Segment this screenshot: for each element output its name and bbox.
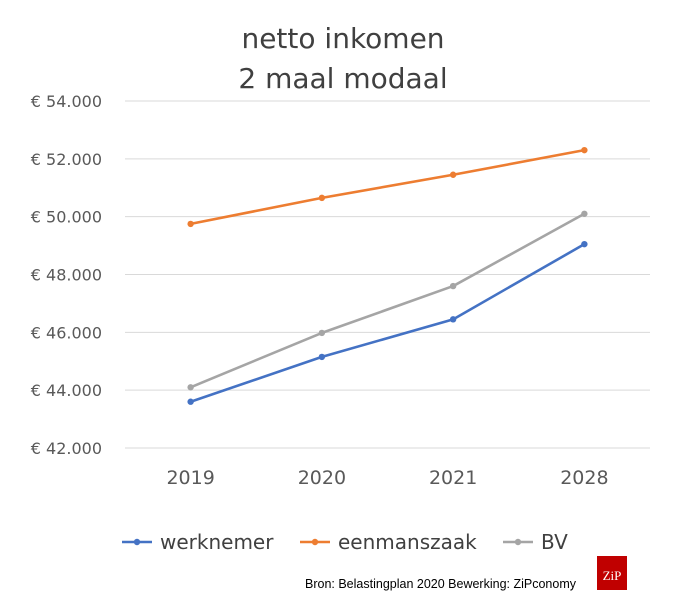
series-lines xyxy=(187,146,588,405)
data-point xyxy=(581,240,588,248)
data-point xyxy=(187,220,194,228)
x-axis-ticks: 2019 2020 2021 2028 xyxy=(166,467,608,489)
data-point xyxy=(449,171,457,178)
legend-item-werknemer: werknemer xyxy=(122,530,274,554)
x-tick-label: 2028 xyxy=(560,467,608,489)
legend-label: BV xyxy=(541,530,568,554)
legend: werknemer eenmanszaak BV xyxy=(122,530,568,554)
y-tick-label: € 54.000 xyxy=(31,92,102,111)
zip-logo: ZiP xyxy=(597,556,627,590)
x-tick-label: 2020 xyxy=(298,467,346,489)
logo-box xyxy=(597,556,627,590)
y-tick-label: € 42.000 xyxy=(31,439,102,458)
series-eenmanszaak xyxy=(187,146,588,228)
y-tick-label: € 50.000 xyxy=(31,208,102,227)
legend-item-bv: BV xyxy=(503,530,568,554)
chart-title-line-2: 2 maal modaal xyxy=(238,62,447,95)
y-tick-label: € 46.000 xyxy=(31,323,102,342)
chart-title: netto inkomen 2 maal modaal xyxy=(238,22,447,95)
series-line xyxy=(189,148,586,226)
legend-swatch-dot xyxy=(133,538,141,546)
legend-label: werknemer xyxy=(160,530,274,554)
data-point xyxy=(318,194,326,202)
y-tick-label: € 48.000 xyxy=(31,266,102,285)
x-tick-label: 2021 xyxy=(429,467,477,489)
y-axis-ticks: € 42.000 € 44.000 € 46.000 € 48.000 € 50.000… xyxy=(31,92,102,458)
data-point xyxy=(581,146,588,154)
source-text: Bron: Belastingplan 2020 Bewerking: ZiPc… xyxy=(305,577,577,591)
logo-text: ZiP xyxy=(603,568,622,583)
series-line xyxy=(189,242,586,404)
gridlines xyxy=(125,100,650,449)
data-point xyxy=(449,316,457,323)
y-tick-label: € 44.000 xyxy=(31,381,102,400)
series-bv xyxy=(187,210,588,391)
x-tick-label: 2019 xyxy=(166,467,214,489)
legend-item-eenmanszaak: eenmanszaak xyxy=(300,530,477,554)
y-tick-label: € 52.000 xyxy=(31,150,102,169)
data-point xyxy=(581,210,588,217)
series-line xyxy=(189,212,586,389)
series-werknemer xyxy=(187,240,588,405)
legend-swatch-dot xyxy=(514,538,522,546)
data-point xyxy=(318,329,326,337)
data-point xyxy=(449,282,457,290)
legend-swatch-dot xyxy=(311,538,319,546)
chart-title-line-1: netto inkomen xyxy=(241,22,444,55)
legend-label: eenmanszaak xyxy=(338,530,477,554)
data-point xyxy=(318,353,326,361)
data-point xyxy=(187,398,194,405)
data-point xyxy=(187,384,194,391)
